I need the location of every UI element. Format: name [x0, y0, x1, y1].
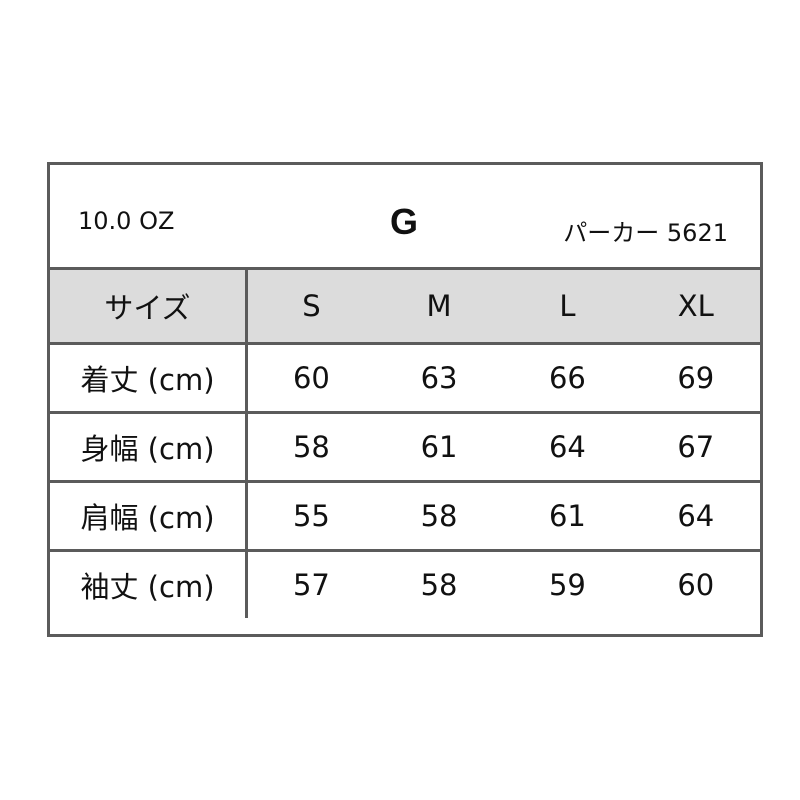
- cell: 61: [503, 480, 632, 552]
- column-header: S: [246, 270, 375, 345]
- row-label: 肩幅 (cm): [50, 480, 248, 552]
- column-header: XL: [631, 270, 760, 345]
- cell: 60: [246, 342, 375, 414]
- table-row: 肩幅 (cm) 55 58 61 64: [50, 480, 760, 552]
- cell: 67: [631, 411, 760, 483]
- cell: 57: [246, 549, 375, 618]
- cell: 63: [374, 342, 504, 414]
- size-table: サイズ S M L XL 着丈 (cm) 60 63 66 69 身幅 (cm)…: [50, 270, 760, 618]
- brand-logo: G: [390, 201, 419, 242]
- cell: 58: [374, 480, 504, 552]
- row-label: 着丈 (cm): [50, 342, 248, 414]
- size-chart: 10.0 OZ G パーカー 5621 サイズ S M L XL 着丈 (cm)…: [47, 162, 763, 637]
- row-label: 袖丈 (cm): [50, 549, 248, 618]
- cell: 69: [631, 342, 760, 414]
- column-header: サイズ: [50, 270, 248, 345]
- table-row: 着丈 (cm) 60 63 66 69: [50, 342, 760, 414]
- header-row: サイズ S M L XL: [50, 270, 760, 345]
- product-name: パーカー 5621: [563, 219, 728, 247]
- column-header: L: [503, 270, 632, 345]
- table-row: 身幅 (cm) 58 61 64 67: [50, 411, 760, 483]
- fabric-weight: 10.0 OZ: [78, 207, 175, 235]
- row-label: 身幅 (cm): [50, 411, 248, 483]
- cell: 64: [503, 411, 632, 483]
- cell: 60: [631, 549, 760, 618]
- cell: 59: [503, 549, 632, 618]
- cell: 66: [503, 342, 632, 414]
- cell: 58: [246, 411, 375, 483]
- table-row: 袖丈 (cm) 57 58 59 60: [50, 549, 760, 618]
- cell: 58: [374, 549, 504, 618]
- chart-header: 10.0 OZ G パーカー 5621: [50, 165, 760, 270]
- column-header: M: [374, 270, 504, 345]
- cell: 61: [374, 411, 504, 483]
- cell: 64: [631, 480, 760, 552]
- cell: 55: [246, 480, 375, 552]
